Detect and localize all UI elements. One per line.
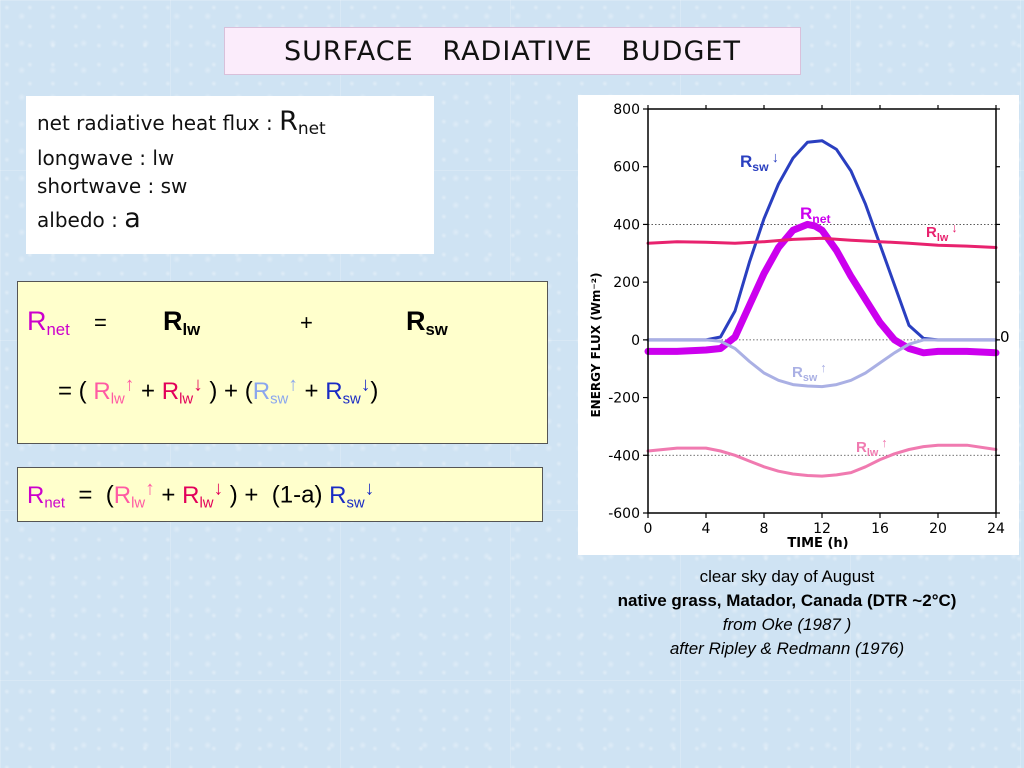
series-line-1 — [644, 220, 1000, 357]
y-tick-label: 0 — [631, 333, 640, 349]
x-axis-label: TIME (h) — [787, 536, 848, 551]
eq1-expansion: = ( Rlw↑ + Rlw↓ ) + (Rsw↑ + Rsw↓) — [58, 374, 379, 408]
series-line-0 — [646, 139, 998, 342]
definition-albedo: albedo : a — [37, 203, 141, 234]
x-tick-label: 24 — [987, 521, 1005, 537]
y-tick-label: 800 — [613, 102, 640, 118]
y-tick-label: -600 — [608, 506, 640, 522]
y-tick-label: -200 — [608, 391, 640, 407]
caption-line-1: clear sky day of August — [699, 567, 875, 586]
eq1-rsw-up: Rsw↑ — [252, 374, 298, 408]
caption-line-3: from Oke (1987 ) — [722, 615, 852, 634]
eq2-rlw-up: Rlw↑ — [113, 478, 155, 512]
x-tick-label: 8 — [760, 521, 769, 537]
definition-net-flux: net radiative heat flux : Rnet — [37, 106, 326, 139]
slide-title-text: SURFACE RADIATIVE BUDGET — [284, 35, 741, 67]
definitions-box: net radiative heat flux : Rnet longwave … — [26, 96, 434, 254]
right-axis-zero-label: 0 — [1000, 328, 1010, 346]
series-line-2 — [646, 236, 998, 249]
series-label-3: Rsw↑ — [792, 360, 827, 384]
definition-shortwave: shortwave : sw — [37, 174, 188, 198]
x-tick-label: 12 — [813, 521, 831, 537]
x-tick-label: 0 — [644, 521, 653, 537]
figure-caption: clear sky day of August native grass, Ma… — [550, 565, 1024, 661]
eq1-rnet: Rnet — [27, 306, 70, 340]
eq1-rlw-up: Rlw↑ — [93, 374, 135, 408]
y-tick-label: 400 — [613, 217, 640, 233]
energy-flux-chart-svg: -600 -400 -200 0 200 400 600 800 0 4 8 12 16 20 24 Rsw… — [589, 102, 1010, 551]
y-axis-label: ENERGY FLUX (Wm⁻²) — [589, 272, 603, 417]
x-tick-label: 20 — [929, 521, 947, 537]
y-tick-label: -400 — [608, 448, 640, 464]
eq1-rsw: Rsw — [406, 306, 448, 340]
eq1-equals: = — [94, 310, 107, 335]
plot-frame — [647, 108, 997, 514]
series-line-4 — [646, 443, 998, 478]
y-tick-label: 600 — [613, 160, 640, 176]
caption-line-4: after Ripley & Redmann (1976) — [669, 639, 905, 658]
energy-flux-chart: -600 -400 -200 0 200 400 600 800 0 4 8 12 16 20 24 Rsw… — [578, 95, 1019, 555]
eq2-rsw-down: Rsw↓ — [329, 478, 375, 512]
definition-longwave: longwave : lw — [37, 146, 175, 170]
slide-title: SURFACE RADIATIVE BUDGET — [224, 27, 801, 75]
x-tick-label: 16 — [871, 521, 889, 537]
series-label-2: Rlw↓ — [926, 220, 958, 244]
series-label-1: Rnet — [800, 204, 831, 226]
series-label-4: Rlw↑ — [856, 435, 888, 459]
eq2-rnet: Rnet — [27, 481, 66, 512]
eq1-plus: + — [300, 310, 313, 335]
series-line-3 — [646, 338, 998, 389]
caption-line-2: native grass, Matador, Canada (DTR ~2°C) — [617, 591, 957, 610]
equation-box-albedo: Rnet = (Rlw↑ + Rlw↓ ) + (1-a) Rsw↓ — [17, 467, 543, 522]
eq1-rlw-down: Rlw↓ — [161, 374, 203, 408]
series-label-0: Rsw↓ — [740, 150, 779, 174]
equation-box-expanded: Rnet = Rlw + Rsw = ( Rlw↑ + Rlw↓ ) + (Rs… — [17, 281, 548, 444]
x-tick-label: 4 — [702, 521, 711, 537]
eq1-rlw: Rlw — [163, 306, 201, 340]
eq2-rlw-down: Rlw↓ — [182, 478, 224, 512]
eq2-albedo-term: (1-a) — [271, 481, 323, 509]
y-tick-label: 200 — [613, 275, 640, 291]
eq2-formula: Rnet = (Rlw↑ + Rlw↓ ) + (1-a) Rsw↓ — [27, 478, 375, 512]
eq1-rsw-down: Rsw↓ — [325, 374, 371, 408]
